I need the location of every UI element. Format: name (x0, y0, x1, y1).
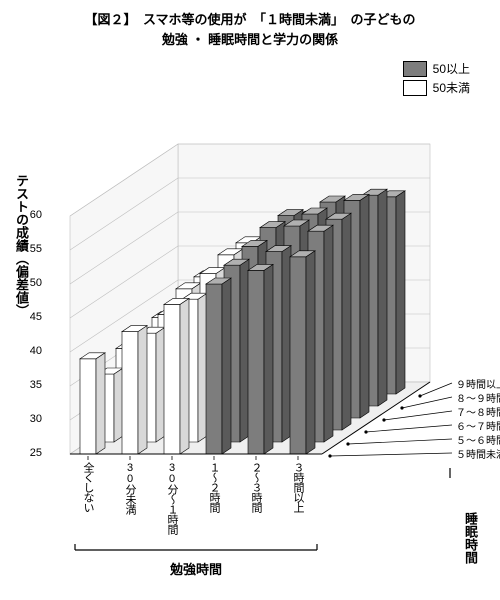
x-category-label: 30分〜１時間 (164, 462, 180, 534)
z-tick: 55 (30, 243, 42, 255)
z-tick: 25 (30, 447, 42, 459)
y-category-label: ６〜７時間 (456, 418, 500, 432)
z-tick: 40 (30, 345, 42, 357)
x-category-label: ３時間以上 (290, 462, 306, 512)
y-axis-title: 睡眠時間 (461, 512, 480, 564)
title-line2: 勉強 ・ 睡眠時間と学力の関係 (162, 32, 338, 47)
x-category-label: 30分未満 (122, 462, 138, 514)
legend-over50-label: 50以上 (433, 60, 470, 77)
x-category-label: １〜２時間 (206, 462, 222, 512)
z-tick: 45 (30, 311, 42, 323)
chart-3d: テストの成績（偏差値） 勉強時間 睡眠時間 25 30 35 40 45 50 55 60 全… (10, 94, 490, 584)
z-tick: 30 (30, 413, 42, 425)
z-axis-title: テストの成績（偏差値） (12, 174, 31, 317)
legend-over50: 50以上 (403, 60, 470, 77)
y-category-label: ９時間以上 (456, 376, 500, 390)
y-category-label: ５〜６時間 (456, 432, 500, 446)
y-category-label: ５時間未満 (456, 446, 500, 460)
title-line1: 【図２】 スマホ等の使用が 「１時間未満」 の子どもの (84, 12, 415, 27)
chart-title: 【図２】 スマホ等の使用が 「１時間未満」 の子どもの 勉強 ・ 睡眠時間と学力… (10, 10, 490, 49)
z-tick: 35 (30, 379, 42, 391)
y-category-label: ８〜９時間 (456, 390, 500, 404)
legend: 50以上 50未満 (403, 60, 470, 98)
x-category-label: 全くしない (80, 462, 96, 512)
z-tick: 60 (30, 209, 42, 221)
y-labels: ９時間以上８〜９時間７〜８時間６〜７時間５〜６時間５時間未満 (456, 376, 500, 460)
y-category-label: ７〜８時間 (456, 404, 500, 418)
x-axis-title: 勉強時間 (170, 559, 222, 578)
z-tick: 50 (30, 277, 42, 289)
x-category-label: ２〜３時間 (248, 462, 264, 512)
swatch-over50 (403, 61, 427, 77)
